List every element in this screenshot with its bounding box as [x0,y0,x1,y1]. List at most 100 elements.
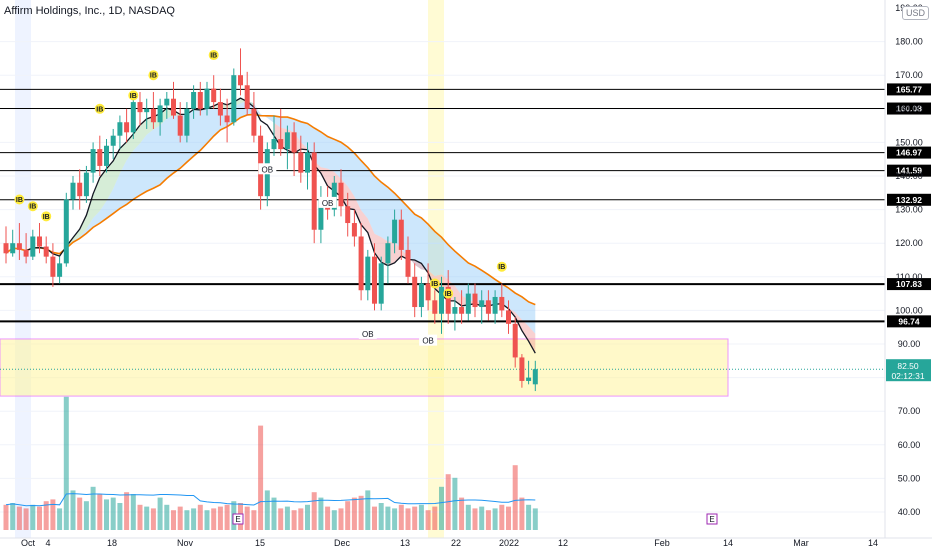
volume-bar [70,490,76,530]
price-axis-tick: 180.00 [895,37,923,47]
volume-bar [378,503,384,530]
candle-body [224,115,230,123]
ib-marker [27,201,38,212]
time-axis-tick: Mar [793,538,809,548]
candle-body [177,115,183,136]
bear-ribbon [274,122,536,354]
volume-bar [251,510,257,530]
candle-body [117,122,123,136]
price-axis-tick: 170.00 [895,70,923,80]
volume-bar [532,508,538,530]
session-highlight [15,0,31,538]
candle-body [30,236,36,257]
price-axis-tick: 100.00 [895,305,923,315]
volume-bar [217,506,223,530]
ib-marker [94,103,105,114]
candle-body [439,286,444,314]
time-axis-tick: Oct [21,538,36,548]
time-axis-tick: Dec [334,538,351,548]
volume-bar [398,504,404,530]
volume-bar [37,506,42,530]
volume-bar [351,497,357,530]
earnings-marker-label: E [235,515,240,524]
earnings-marker [706,513,718,525]
volume-bar [318,497,324,530]
earnings-marker-label: E [709,515,714,524]
volume-bar [331,510,337,530]
volume-bar [144,506,150,530]
candle-body [445,286,451,314]
candle-body [365,256,371,291]
price-axis-tick: 140.00 [895,171,923,181]
last-price-countdown: 02:12:31 [891,371,924,381]
volume-bar [305,504,310,530]
candle-body [278,139,284,150]
volume-bar [526,504,532,530]
volume-bar [412,506,418,530]
candle-body [338,182,344,207]
volume-bar [43,501,49,530]
volume-bar [224,504,230,530]
volume-bar [77,497,83,530]
candle-body [298,152,304,173]
volume-bar [519,497,525,530]
volume-bar [358,495,364,530]
currency-badge[interactable]: USD [902,6,930,20]
ib-marker-label: IB [43,214,50,221]
earnings-marker [232,513,244,525]
volume-bar [63,396,69,530]
candle-body [251,108,257,136]
ib-marker [128,90,139,101]
volume-bar [258,425,264,530]
volume-bar [425,510,431,530]
candle-body [43,246,49,257]
volume-bar [372,506,377,530]
candle-body [526,377,532,381]
time-axis-tick: 14 [723,538,733,548]
demand-zone [0,338,729,397]
candle-body [70,182,76,200]
candle-body [3,243,9,254]
candle-body [16,243,22,250]
volume-bar [83,501,89,530]
candle-body [385,243,391,264]
volume-bar [110,497,116,530]
candle-body [412,276,418,308]
candle-body [238,75,243,86]
ib-marker-label: IB [96,106,103,113]
candle-body [90,149,96,173]
volume-bar [157,497,163,530]
volume-bar [177,506,183,530]
ob-marker-label: OB [322,199,334,208]
volume-bar [325,506,331,530]
ib-marker-label: IB [150,73,157,80]
level-label: 132.92 [896,195,922,205]
volume-bar [23,508,29,530]
volume-bar [459,497,465,530]
candle-body [311,152,317,230]
time-axis-tick: 13 [400,538,410,548]
candle-body [425,283,431,301]
last-price-value: 82.50 [897,361,919,371]
ib-marker [208,50,219,61]
volume-bar [150,508,156,530]
bull-ribbon [39,98,254,257]
candle-body [506,310,511,324]
volume-bar [244,506,250,530]
candle-body [137,102,143,113]
candle-body [97,149,103,166]
ib-marker [496,261,507,272]
volume-bar [485,510,491,530]
volume-ma-line [5,493,536,507]
level-label-bg [887,164,931,177]
volume-bar [392,508,398,530]
volume-bar [184,510,190,530]
candle-body [479,300,485,308]
ob-marker-label: OB [262,165,274,174]
volume-bar [104,499,109,530]
candle-body [10,243,16,254]
candle-body [432,300,438,314]
candle-body [157,105,163,123]
ob-marker-label: OB [422,337,434,346]
